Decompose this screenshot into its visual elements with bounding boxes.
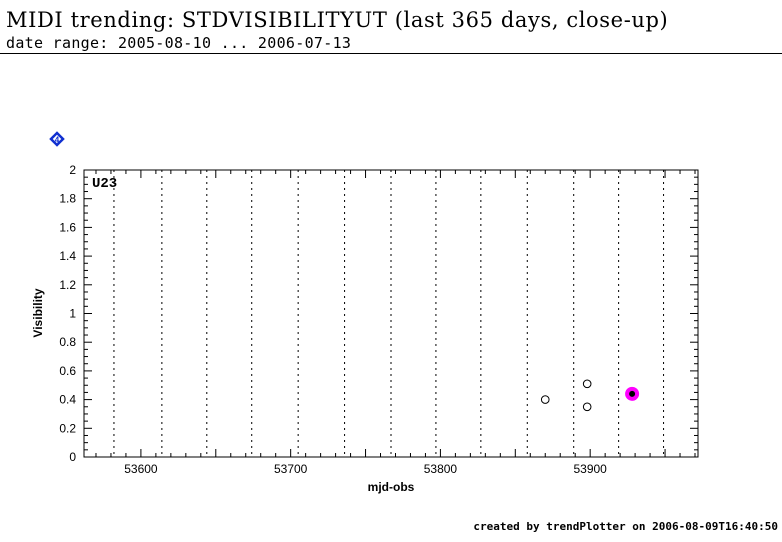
y-tick-label: 1.6 [59,220,76,234]
y-tick-label: 0.8 [59,335,76,349]
blue-diamond-icon: 4 [49,131,65,147]
month-markers [113,170,665,457]
footer-credit: created by trendPlotter on 2006-08-09T16… [473,520,778,533]
x-tick-label: 53900 [573,462,607,476]
page-title: MIDI trending: STDVISIBILITYUT (last 365… [6,8,669,32]
badge-label: 4 [55,136,60,145]
y-axis-label: Visibility [31,288,45,337]
y-axis-ticks: 0 0.2 0.4 0.6 0.8 1 1.2 1.4 1.6 1.8 2 [59,163,698,464]
y-tick-label: 2 [69,163,76,177]
y-tick-label: 0 [69,450,76,464]
y-tick-label: 0.6 [59,364,76,378]
x-tick-label: 53700 [274,462,308,476]
data-points [540,379,640,412]
y-tick-label: 1 [69,307,76,321]
data-point [582,379,592,389]
header-divider [0,53,782,54]
x-tick-label: 53600 [124,462,158,476]
panel-label: U23 [92,176,117,192]
x-axis-ticks: 53600 53700 53800 53900 [95,170,696,476]
highlight-point [629,390,636,397]
y-tick-label: 1.2 [59,278,76,292]
x-tick-label: 53800 [424,462,458,476]
x-axis-label: mjd-obs [368,480,415,494]
date-range: date range: 2005-08-10 ... 2006-07-13 [6,34,352,52]
data-point [540,395,550,404]
y-tick-label: 0.2 [59,421,76,435]
y-tick-label: 1.4 [59,249,76,263]
data-point [582,402,592,412]
y-tick-label: 0.4 [59,393,76,407]
y-tick-label: 1.8 [59,192,76,206]
